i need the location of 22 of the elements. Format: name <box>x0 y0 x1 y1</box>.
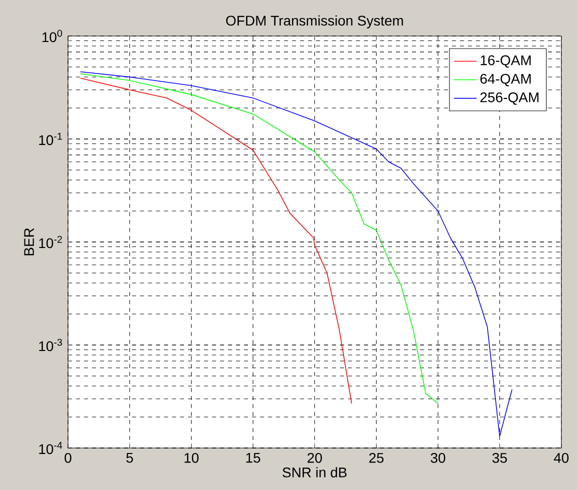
line-series <box>80 73 438 404</box>
x-tick-label: 40 <box>554 452 569 463</box>
x-tick-label: 30 <box>430 452 446 463</box>
y-tick-label: 10$^{-1}$ <box>39 132 62 146</box>
line-series <box>80 78 352 404</box>
y-axis-title: BER <box>24 228 34 256</box>
x-tick-label: 20 <box>308 452 322 463</box>
y-tick-label: 10$^{-4}$ <box>39 442 62 454</box>
chart-title: OFDM Transmission System <box>226 15 403 28</box>
y-tick-label: 10$^{-3}$ <box>39 338 62 352</box>
x-axis-title: SNR in dB <box>282 467 347 478</box>
x-tick-label: 5 <box>126 452 133 463</box>
legend-label: 256-QAM <box>480 92 538 105</box>
x-tick-label: 25 <box>369 452 384 463</box>
x-tick-label: 35 <box>492 452 507 463</box>
legend-label: 64-QAM <box>480 74 531 86</box>
x-tick-label: 10 <box>184 452 199 463</box>
x-tick-label: 15 <box>246 452 260 463</box>
x-tick-label: 0 <box>64 452 72 463</box>
legend-label: 16-QAM <box>480 55 531 68</box>
y-tick-label: 10$^{0}$ <box>42 30 62 42</box>
y-tick-label: 10$^{-2}$ <box>39 236 62 248</box>
